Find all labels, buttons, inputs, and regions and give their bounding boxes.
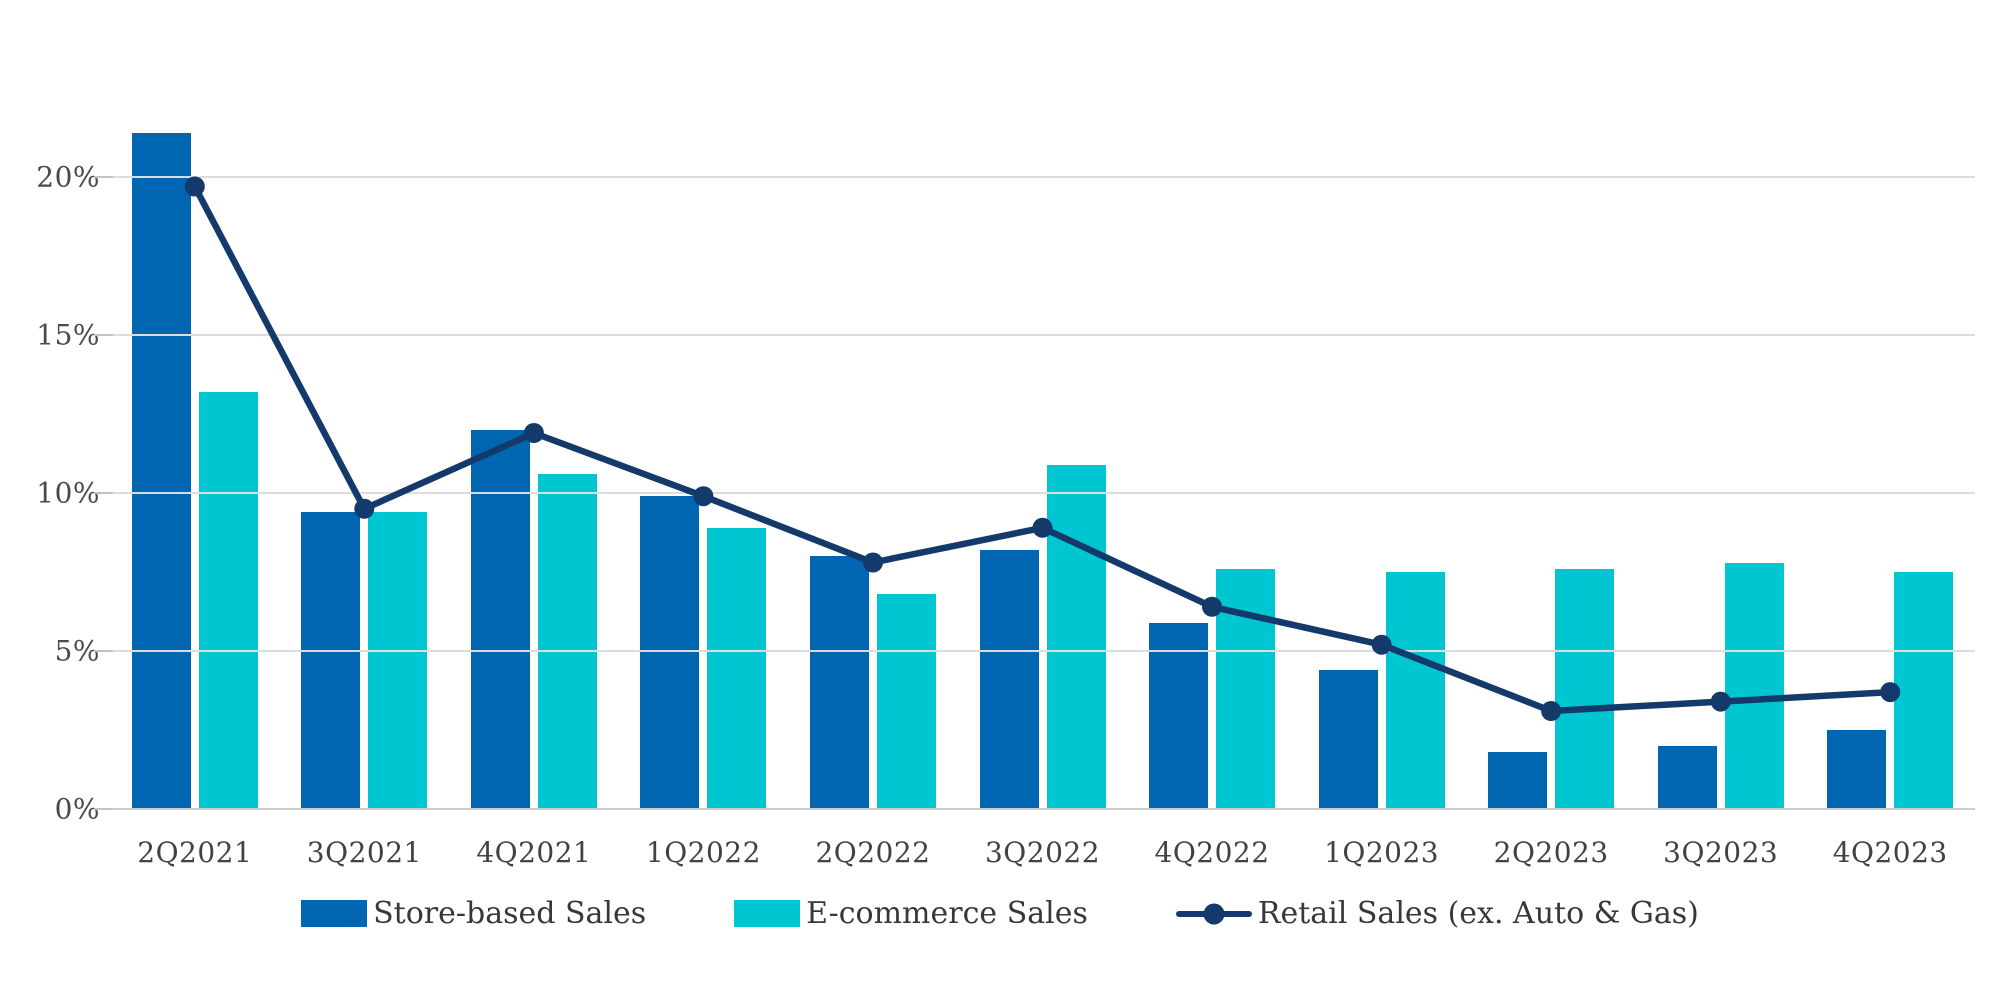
gridline-0pct	[110, 808, 1975, 810]
bar-store-based-1Q2022	[640, 496, 700, 809]
bar-store-based-2Q2022	[809, 556, 869, 809]
x-axis-label-3Q2023: 3Q2023	[1663, 836, 1779, 869]
bar-ecommerce-2Q2023	[1555, 568, 1615, 809]
bar-group-3Q2021	[280, 0, 450, 809]
bar-ecommerce-4Q2022	[1216, 568, 1276, 809]
x-axis-label-4Q2023: 4Q2023	[1832, 836, 1948, 869]
bar-group-4Q2021	[449, 0, 619, 809]
y-axis-tick	[94, 334, 113, 336]
bar-ecommerce-1Q2022	[707, 527, 767, 809]
gridline-10pct	[110, 492, 1975, 494]
gridline-5pct	[110, 650, 1975, 652]
bar-group-3Q2023	[1636, 0, 1806, 809]
legend-label: Retail Sales (ex. Auto & Gas)	[1257, 896, 1699, 931]
plot-area	[94, 0, 1975, 810]
y-axis-tick	[94, 808, 113, 810]
bar-group-2Q2021	[110, 0, 280, 809]
x-axis-label-4Q2021: 4Q2021	[476, 836, 592, 869]
x-axis-label-3Q2022: 3Q2022	[984, 836, 1101, 869]
bar-ecommerce-4Q2023	[1894, 572, 1954, 809]
y-axis-label: 15%	[36, 318, 100, 352]
y-axis-tick	[94, 650, 113, 652]
y-axis-tick	[94, 176, 113, 178]
bar-store-based-3Q2023	[1657, 745, 1717, 809]
y-axis-label: 10%	[36, 476, 100, 510]
bar-store-based-4Q2021	[470, 429, 530, 809]
y-axis: 0% 5% 10% 15% 20%	[0, 0, 100, 826]
bar-ecommerce-4Q2021	[537, 474, 597, 809]
bar-group-2Q2023	[1466, 0, 1636, 809]
bar-ecommerce-3Q2022	[1046, 464, 1106, 809]
legend-swatch-icon	[734, 900, 801, 927]
x-axis-label-3Q2021: 3Q2021	[306, 836, 422, 869]
y-axis-label: 0%	[54, 792, 100, 826]
gridline-20pct	[110, 176, 1975, 178]
legend-label: Store-based Sales	[373, 896, 647, 931]
legend: Store-based Sales E-commerce Sales Retail …	[0, 896, 2000, 931]
bar-group-4Q2023	[1805, 0, 1975, 809]
bar-groups	[110, 0, 1975, 809]
bar-store-based-2Q2023	[1488, 752, 1548, 809]
bar-group-3Q2022	[958, 0, 1128, 809]
x-axis-label-2Q2023: 2Q2023	[1493, 836, 1609, 869]
x-axis-label-1Q2022: 1Q2022	[645, 836, 761, 869]
legend-item-e-commerce: E-commerce Sales	[734, 896, 1088, 931]
legend-item-retail-sales-line: Retail Sales (ex. Auto & Gas)	[1175, 896, 1699, 931]
x-axis-label-4Q2022: 4Q2022	[1154, 836, 1270, 869]
legend-line-dot-icon	[1175, 900, 1252, 927]
bar-ecommerce-2Q2022	[876, 594, 936, 809]
bar-ecommerce-2Q2021	[198, 391, 258, 809]
bar-group-2Q2022	[788, 0, 958, 809]
bar-store-based-2Q2021	[131, 132, 191, 809]
x-axis-label-2Q2021: 2Q2021	[137, 836, 253, 869]
y-axis-tick	[94, 492, 113, 494]
bar-ecommerce-3Q2023	[1724, 562, 1784, 809]
legend-item-store-based: Store-based Sales	[301, 896, 646, 931]
x-axis-label-2Q2022: 2Q2022	[815, 836, 931, 869]
bar-group-1Q2022	[619, 0, 789, 809]
x-axis-label-1Q2023: 1Q2023	[1324, 836, 1440, 869]
bar-group-1Q2023	[1297, 0, 1467, 809]
bar-store-based-3Q2021	[301, 511, 361, 809]
legend-line-dot	[1203, 903, 1225, 924]
gridline-15pct	[110, 334, 1975, 336]
bar-ecommerce-3Q2021	[368, 511, 428, 809]
bar-group-4Q2022	[1127, 0, 1297, 809]
bar-store-based-4Q2023	[1827, 730, 1887, 809]
bar-store-based-3Q2022	[979, 549, 1039, 809]
legend-label: E-commerce Sales	[806, 896, 1088, 931]
y-axis-label: 5%	[54, 634, 100, 668]
legend-swatch-icon	[301, 900, 368, 927]
bar-store-based-1Q2023	[1318, 669, 1378, 809]
y-axis-label: 20%	[36, 160, 100, 194]
bar-ecommerce-1Q2023	[1385, 572, 1445, 809]
x-axis: 2Q2021 3Q2021 4Q2021 1Q2022 2Q2022 3Q2022 4Q20…	[110, 836, 1975, 869]
